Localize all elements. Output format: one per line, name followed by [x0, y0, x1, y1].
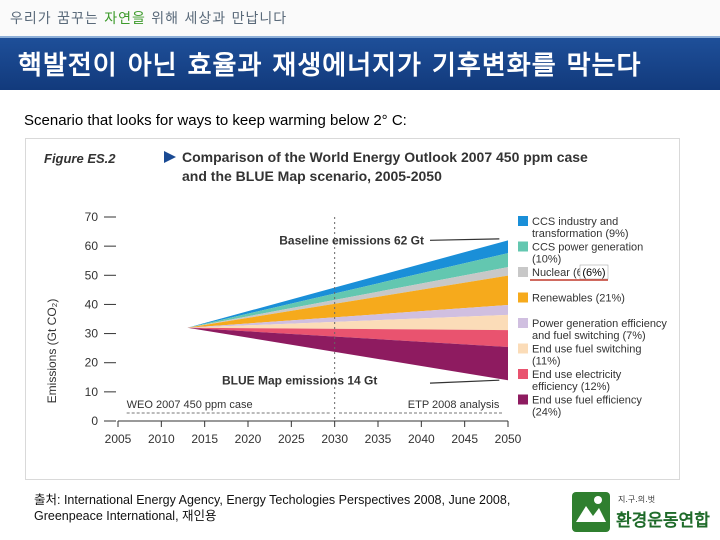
legend-label: transformation (9%)	[532, 228, 629, 240]
logo-org-name: 환경운동연합	[616, 510, 710, 531]
page-title: 핵발전이 아닌 효율과 재생에너지가 기후변화를 막는다	[18, 51, 642, 81]
slogan-text-green: 자연을	[104, 11, 146, 27]
org-logo: 지.구.의.벗 환경운동연합	[572, 492, 710, 532]
source-line-2: Greenpeace International, 재인용	[34, 509, 217, 523]
legend-swatch	[518, 292, 528, 303]
slogan-text-1: 우리가 꿈꾸는	[10, 11, 105, 27]
x-tick-label: 2015	[191, 432, 218, 446]
y-tick-label: 50	[85, 268, 99, 282]
legend-label: End use fuel efficiency	[532, 395, 642, 407]
slogan-text-2: 위해 세상과 만납니다	[145, 11, 288, 27]
legend-swatch	[518, 216, 528, 226]
y-tick-label: 10	[85, 385, 99, 399]
y-tick-label: 20	[85, 356, 99, 370]
source-citation: 출처: International Energy Agency, Energy …	[34, 492, 510, 524]
logo-small-text: 지.구.의.벗	[618, 494, 655, 504]
figure-label: Figure ES.2	[44, 151, 116, 166]
title-bar: 핵발전이 아닌 효율과 재생에너지가 기후변화를 막는다	[0, 36, 720, 90]
sun-icon	[594, 496, 602, 504]
x-tick-label: 2025	[278, 432, 305, 446]
legend-label: and fuel switching (7%)	[532, 330, 646, 342]
legend-swatch	[518, 343, 528, 354]
legend-label: (24%)	[532, 407, 561, 419]
legend-swatch	[518, 267, 528, 277]
header-strip	[0, 0, 720, 36]
slide-subtitle: Scenario that looks for ways to keep war…	[24, 112, 407, 129]
x-tick-label: 2010	[148, 432, 175, 446]
legend-label: End use fuel switching	[532, 344, 641, 356]
y-tick-label: 0	[91, 414, 98, 428]
area-series-7	[118, 327, 508, 381]
legend-label: CCS power generation	[532, 242, 643, 254]
legend-label: efficiency (12%)	[532, 381, 610, 393]
legend-swatch	[518, 318, 528, 328]
y-axis-label: Emissions (Gt CO₂)	[45, 299, 59, 404]
chart-frame: Figure ES.2 Comparison of the World Ener…	[25, 138, 680, 480]
legend-label: (11%)	[532, 356, 561, 368]
legend-label: (10%)	[532, 254, 561, 266]
x-tick-label: 2035	[365, 432, 392, 446]
etp-annotation: ETP 2008 analysis	[408, 399, 500, 411]
blue-annotation: BLUE Map emissions 14 Gt	[222, 374, 377, 388]
area-series-3	[118, 275, 508, 340]
baseline-arrow	[429, 238, 500, 241]
chart-title-line2: and the BLUE Map scenario, 2005-2050	[182, 168, 442, 184]
legend-swatch	[518, 394, 528, 405]
legend-label: End use electricity	[532, 369, 622, 381]
y-tick-label: 70	[85, 210, 99, 224]
y-tick-label: 60	[85, 239, 99, 253]
x-tick-label: 2005	[105, 432, 132, 446]
y-tick-label: 30	[85, 327, 99, 341]
nuclear-highlight: (6%)	[582, 267, 605, 279]
logo-mark-icon	[572, 492, 610, 532]
x-tick-label: 2030	[321, 432, 348, 446]
legend-swatch	[518, 369, 528, 379]
area-series-4	[118, 305, 508, 340]
mountain-icon	[576, 506, 606, 522]
blue-arrow	[429, 379, 500, 384]
legend-label: Power generation efficiency	[532, 318, 667, 330]
nuclear-highlight-box	[579, 264, 609, 280]
x-tick-label: 2040	[408, 432, 435, 446]
area-series-6	[118, 327, 508, 347]
title-arrow-icon	[164, 151, 176, 163]
legend-swatch	[518, 241, 528, 252]
emissions-chart: Figure ES.2 Comparison of the World Ener…	[44, 149, 667, 446]
chart-title-line1: Comparison of the World Energy Outlook 2…	[182, 149, 588, 165]
weo-annotation: WEO 2007 450 ppm case	[127, 399, 253, 411]
y-tick-label: 40	[85, 297, 99, 311]
x-tick-label: 2050	[495, 432, 522, 446]
x-tick-label: 2045	[451, 432, 478, 446]
slogan: 우리가 꿈꾸는 자연을 위해 세상과 만납니다	[10, 8, 287, 28]
area-series-5	[118, 314, 508, 340]
legend-label: Renewables (21%)	[532, 293, 625, 305]
source-line-1: 출처: International Energy Agency, Energy …	[34, 493, 511, 507]
x-tick-label: 2020	[235, 432, 262, 446]
baseline-annotation: Baseline emissions 62 Gt	[279, 233, 424, 247]
legend-label: CCS industry and	[532, 216, 618, 228]
